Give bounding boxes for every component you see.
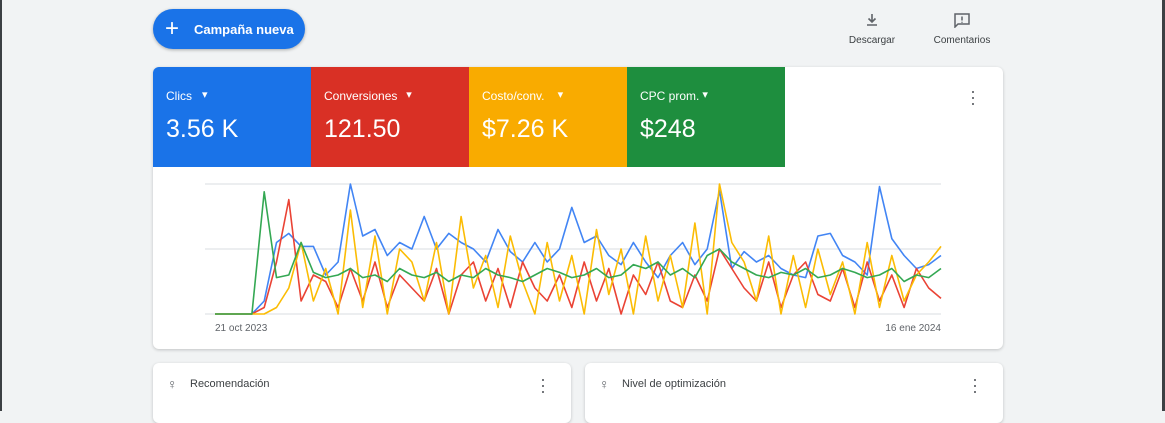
series-line	[215, 191, 942, 315]
feedback-icon	[954, 13, 970, 29]
chart: 21 oct 2023 16 ene 2024	[205, 183, 942, 334]
metric-label: Clics	[166, 89, 192, 103]
series-line	[215, 183, 942, 315]
recommendation-card: ♀ Recomendación · · ·	[153, 363, 571, 423]
metric-value: $248	[640, 115, 696, 143]
metric-value: 3.56 K	[166, 115, 239, 143]
metric-value: $7.26 K	[482, 115, 569, 143]
metric-label: CPC prom.	[640, 89, 700, 103]
more-menu[interactable]: · · ·	[970, 81, 976, 113]
series-line	[215, 198, 942, 315]
metric-value: 121.50	[324, 115, 401, 143]
more-menu[interactable]: · · ·	[540, 369, 546, 401]
card-title: Recomendación	[190, 378, 270, 390]
metric-tile[interactable]: Costo/conv. ▾ $7.26 K	[469, 67, 627, 167]
series-line	[215, 183, 942, 315]
feedback-label: Comentarios	[933, 35, 991, 46]
card-title: Nivel de optimización	[622, 378, 726, 390]
metric-tile[interactable]: Conversiones ▾ 121.50	[311, 67, 469, 167]
right-edge	[1162, 0, 1165, 411]
x-tick-label: 21 oct 2023	[215, 323, 268, 334]
metric-tile[interactable]: Clics ▾ 3.56 K	[153, 67, 311, 167]
new-campaign-button[interactable]: + Campaña nueva	[153, 9, 305, 49]
download-button[interactable]: Descargar	[842, 12, 902, 46]
download-icon	[867, 14, 877, 26]
bulb-icon: ♀	[599, 376, 610, 392]
x-tick-label: 16 ene 2024	[885, 323, 941, 334]
more-menu[interactable]: · · ·	[972, 369, 978, 401]
bulb-icon: ♀	[167, 376, 178, 392]
left-edge	[0, 0, 2, 411]
button-label: Campaña nueva	[194, 22, 294, 37]
download-label: Descargar	[848, 35, 896, 46]
metric-tile[interactable]: CPC prom. ▾ $248	[627, 67, 785, 167]
optimization-card: ♀ Nivel de optimización · · ·	[585, 363, 1003, 423]
metric-label: Costo/conv.	[482, 89, 545, 103]
metric-label: Conversiones	[324, 89, 398, 103]
feedback-button[interactable]: Comentarios	[927, 12, 997, 46]
